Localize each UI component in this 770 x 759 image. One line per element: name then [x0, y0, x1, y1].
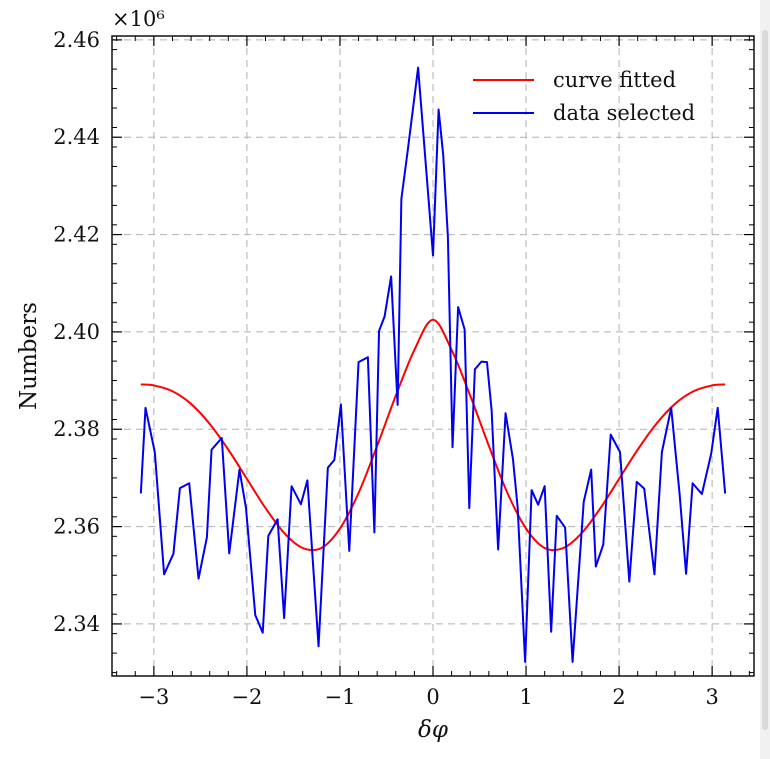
y-tick-label: 2.46	[53, 28, 100, 52]
legend-label-data-selected: data selected	[553, 101, 695, 125]
y-axis-label: Numbers	[16, 302, 42, 410]
series-line-data-selected	[139, 66, 727, 663]
y-tick-label: 2.34	[53, 612, 100, 636]
y-tick-label: 2.44	[53, 125, 100, 149]
y-tick-labels: 2.34 2.36 2.38 2.40 2.42 2.44 2.46	[53, 28, 100, 636]
x-tick-label: 1	[519, 685, 532, 709]
x-tick-label: −3	[138, 685, 169, 709]
y-tick-label: 2.42	[53, 223, 100, 247]
grid-lines	[112, 36, 754, 676]
scrollbar-thumb[interactable]	[762, 30, 768, 730]
x-tick-label: −2	[231, 685, 262, 709]
x-tick-labels: −3 −2 −1 0 1 2 3	[138, 685, 718, 709]
y-tick-label: 2.36	[53, 515, 100, 539]
x-tick-label: 2	[612, 685, 625, 709]
series-layer	[139, 66, 727, 663]
x-tick-label: 3	[705, 685, 718, 709]
y-tick-label: 2.40	[53, 320, 100, 344]
x-axis-label: δφ	[418, 717, 449, 743]
x-tick-label: 0	[426, 685, 439, 709]
x-tick-label: −1	[324, 685, 355, 709]
legend: curve fitted data selected	[473, 68, 695, 125]
vertical-scrollbar[interactable]	[760, 0, 770, 759]
y-multiplier-label: ×10⁶	[112, 7, 165, 31]
series-line-curve-fitted	[140, 318, 726, 552]
y-tick-label: 2.38	[53, 417, 100, 441]
axis-ticks	[112, 36, 754, 676]
legend-label-curve-fitted: curve fitted	[553, 68, 676, 92]
